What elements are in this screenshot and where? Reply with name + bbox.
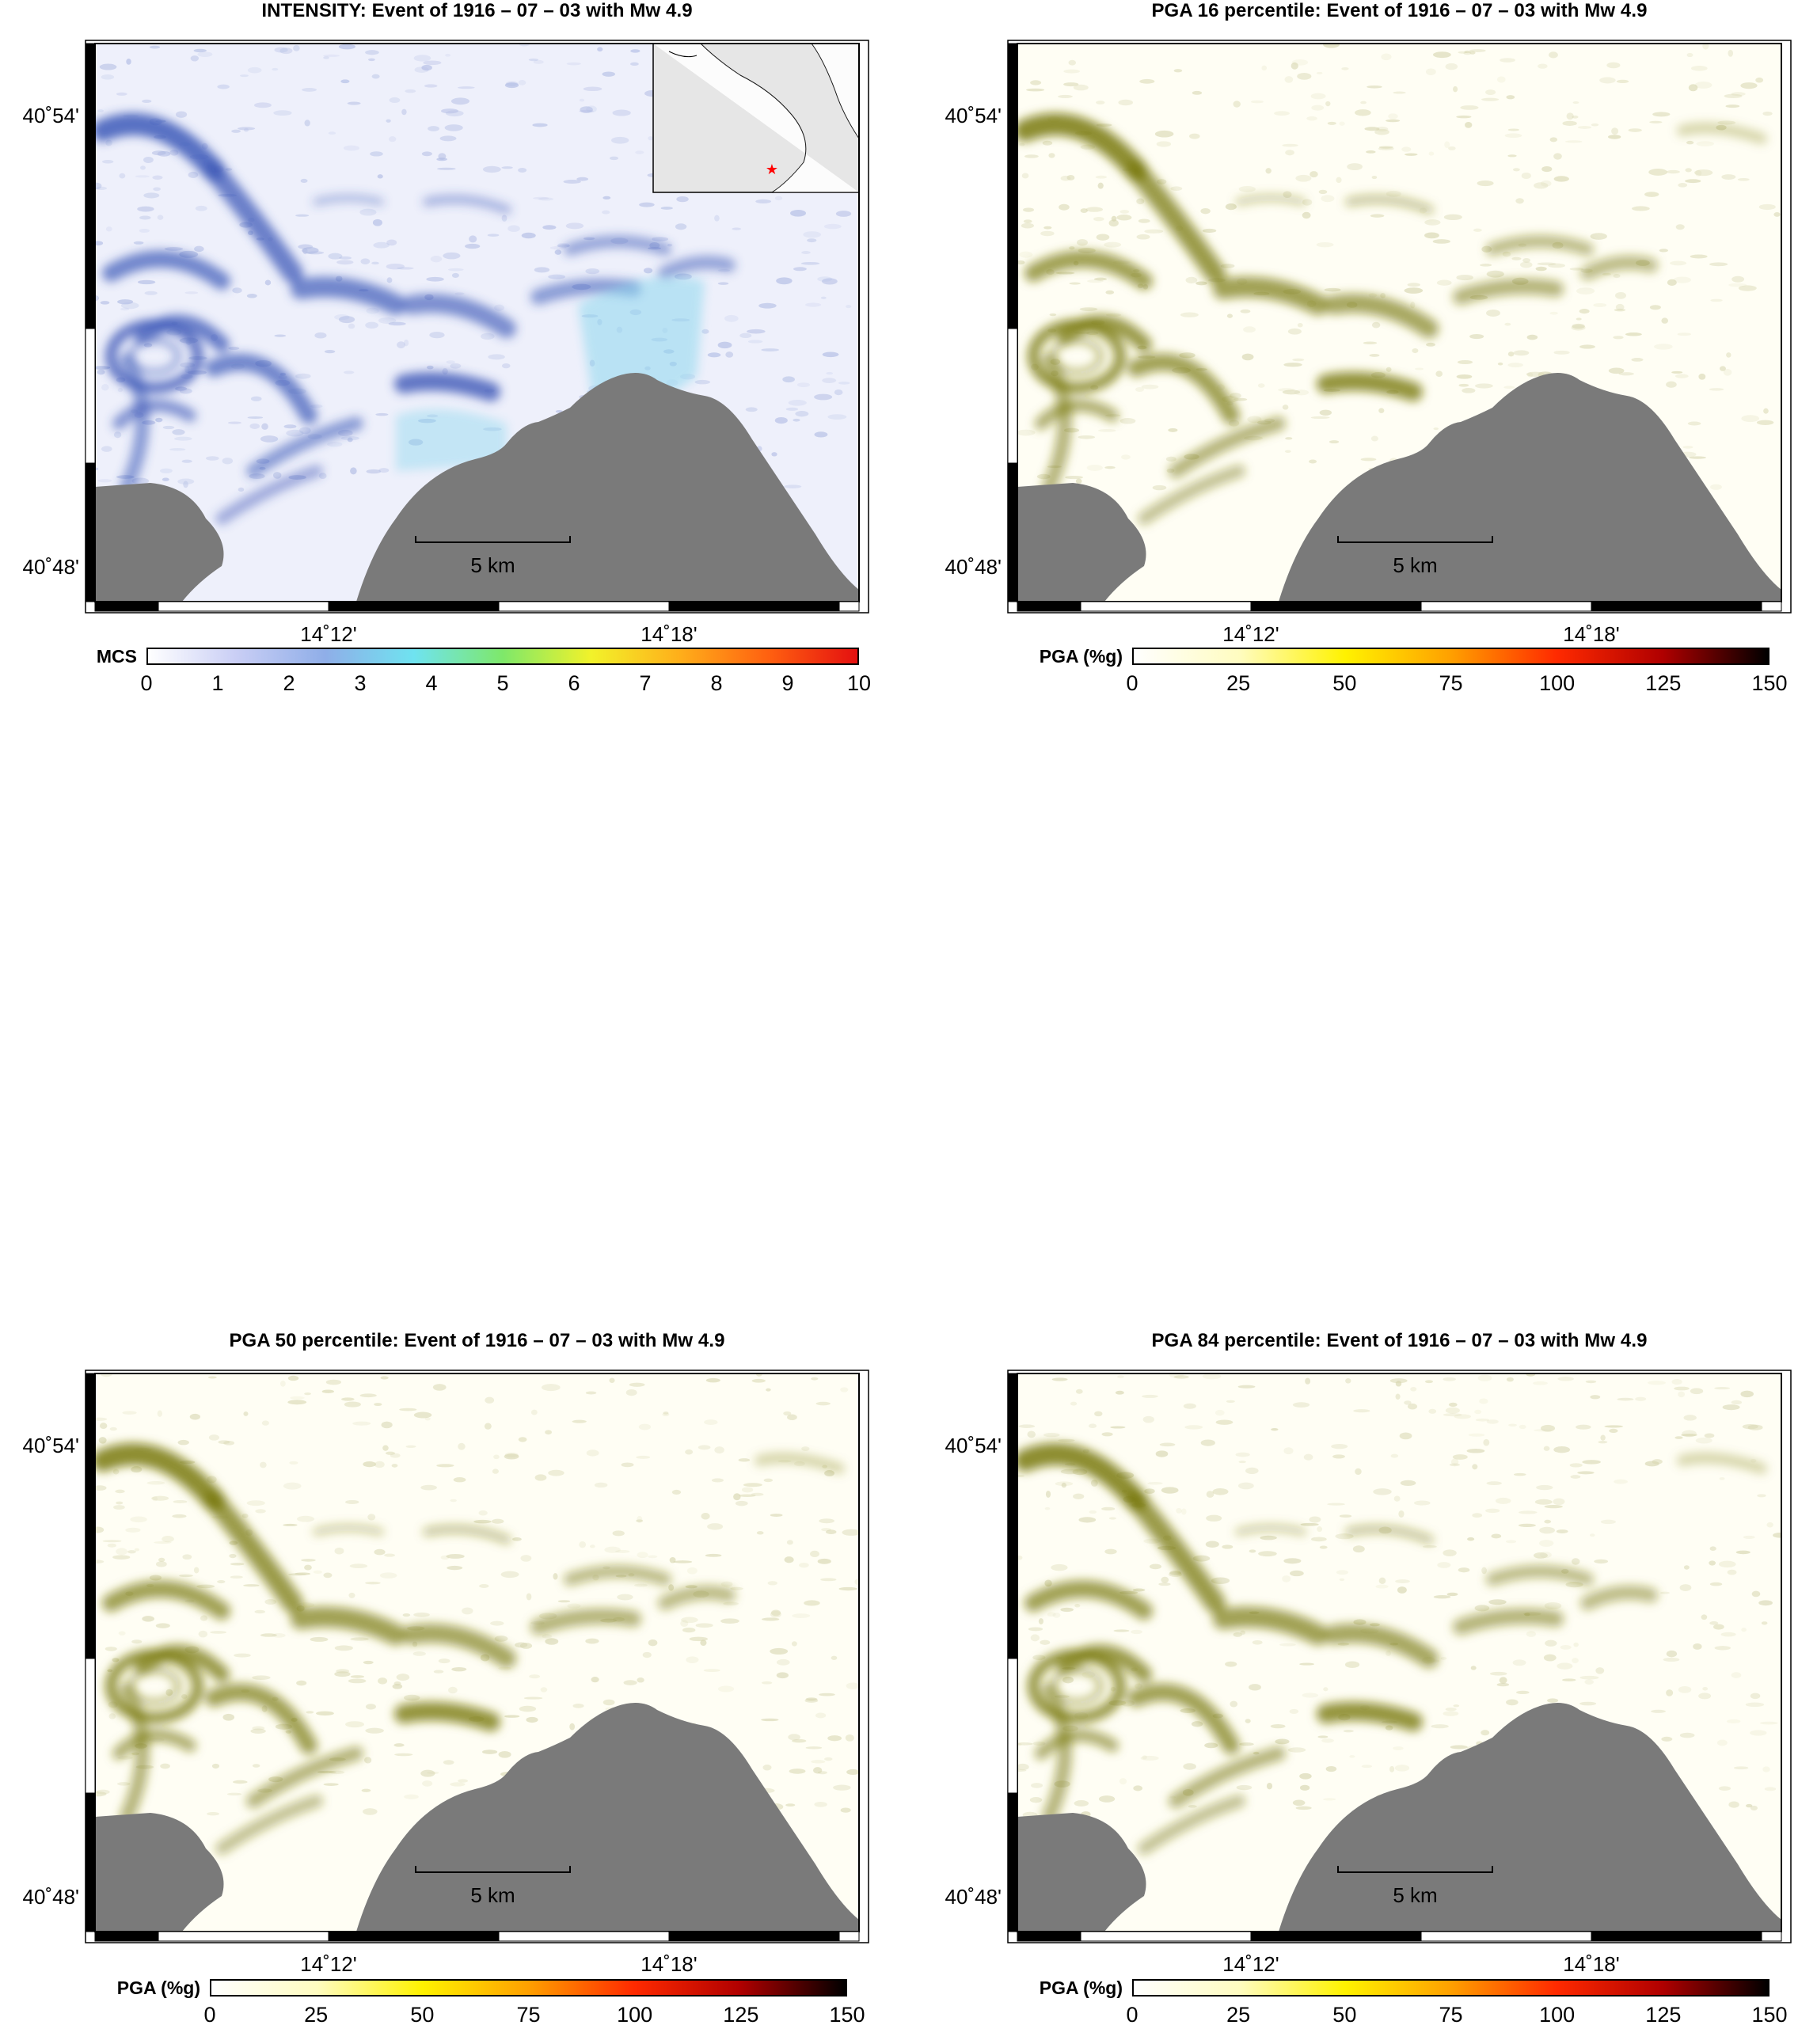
colorbar-tick-label: 1: [211, 671, 224, 695]
scale-bar-label: 5 km: [470, 553, 515, 577]
scale-bar: [1337, 536, 1493, 543]
colorbar-tick-label: 150: [1751, 2003, 1788, 2027]
colorbar-tick-label: 25: [1226, 2003, 1251, 2027]
colorbar-tick-label: 4: [425, 671, 438, 695]
map-canvas: 5 km 40˚54' 40˚48' 14˚12' 14˚18': [23, 1370, 869, 1976]
colorbar-label: MCS: [96, 646, 137, 667]
colorbar: [146, 648, 859, 665]
sea-area: [1017, 1703, 1781, 1932]
lon-tick-label: 14˚18': [641, 622, 697, 646]
epicenter-star-icon: ★: [766, 161, 778, 177]
panel-title: INTENSITY: Event of 1916 – 07 – 03 with …: [261, 0, 693, 21]
colorbar-tick-label: 100: [617, 2003, 653, 2027]
colorbar-tick-label: 50: [1332, 671, 1357, 695]
sea-area: [95, 1703, 859, 1932]
colorbar-tick-label: 50: [410, 2003, 435, 2027]
colorbar-tick-label: 100: [1539, 671, 1576, 695]
panel-title: PGA 84 percentile: Event of 1916 – 07 – …: [1151, 1330, 1648, 1351]
colorbar-tick-label: 75: [1439, 2003, 1463, 2027]
lat-tick-label: 40˚54': [23, 1434, 79, 1457]
terrain-relief: [95, 1442, 845, 1855]
intensity-zone-mid: [396, 409, 507, 471]
colorbar-tick-label: 75: [516, 2003, 541, 2027]
lon-tick-label: 14˚18': [1563, 622, 1619, 646]
colorbar: [1132, 1979, 1769, 1997]
colorbar-tick-label: 3: [354, 671, 367, 695]
sea-area: [95, 373, 859, 602]
lon-tick-label: 14˚18': [1563, 1952, 1619, 1976]
colorbar-tick-label: 75: [1439, 671, 1463, 695]
scale-bar: [415, 536, 571, 543]
colorbar: [1132, 648, 1769, 665]
panel-title: PGA 50 percentile: Event of 1916 – 07 – …: [229, 1330, 725, 1351]
lon-tick-label: 14˚12': [1222, 1952, 1279, 1976]
colorbar-tick-label: 7: [639, 671, 652, 695]
colorbar-tick-label: 125: [1645, 2003, 1682, 2027]
colorbar-tick-label: 25: [1226, 671, 1251, 695]
lat-tick-label: 40˚54': [945, 1434, 1002, 1457]
sea-area: [1017, 373, 1781, 602]
lon-tick-label: 14˚12': [300, 622, 356, 646]
colorbar-tick-label: 8: [710, 671, 723, 695]
colorbar-tick-label: 150: [1751, 671, 1788, 695]
colorbar-label: PGA (%g): [116, 1978, 200, 1998]
terrain-relief: [1017, 1442, 1767, 1855]
map-panel-pga16: PGA 16 percentile: Event of 1916 – 07 – …: [922, 0, 1793, 728]
lat-tick-label: 40˚48': [945, 1885, 1002, 1909]
lat-tick-label: 40˚54': [945, 104, 1002, 127]
colorbar-tick-label: 0: [1126, 2003, 1138, 2027]
map-canvas: 5 km 40˚54' 40˚48' 14˚12' 14˚18': [945, 1370, 1792, 1976]
colorbar-tick-label: 5: [496, 671, 509, 695]
terrain-texture: [95, 1373, 859, 1821]
lon-tick-label: 14˚12': [300, 1952, 356, 1976]
map-panel-pga50: PGA 50 percentile: Event of 1916 – 07 – …: [0, 1330, 871, 2042]
colorbar-tick-label: 2: [283, 671, 295, 695]
colorbar-label: PGA (%g): [1039, 1978, 1123, 1998]
colorbar-tick-label: 50: [1332, 2003, 1357, 2027]
lon-tick-label: 14˚12': [1222, 622, 1279, 646]
map-canvas: 5 km 40˚54' 40˚48' 14˚12' 14˚18': [945, 40, 1792, 646]
scale-bar: [1337, 1866, 1493, 1873]
colorbar-tick-label: 150: [829, 2003, 865, 2027]
colorbar-tick-label: 125: [723, 2003, 759, 2027]
colorbar-tick-label: 6: [568, 671, 580, 695]
terrain-relief: [1017, 112, 1767, 525]
scale-bar: [415, 1866, 571, 1873]
lat-tick-label: 40˚48': [945, 555, 1002, 579]
map-canvas: 5 km ★ 40˚54' 40˚48' 14˚12' 14˚18': [23, 40, 869, 646]
lon-tick-label: 14˚18': [641, 1952, 697, 1976]
colorbar: [210, 1979, 847, 1997]
colorbar-tick-label: 0: [1126, 671, 1138, 695]
map-panel-intensity: INTENSITY: Event of 1916 – 07 – 03 with …: [0, 0, 871, 728]
scale-bar-label: 5 km: [1393, 553, 1437, 577]
lat-tick-label: 40˚48': [23, 555, 79, 579]
map-panel-pga84: PGA 84 percentile: Event of 1916 – 07 – …: [922, 1330, 1793, 2042]
inset-sea: [653, 43, 860, 193]
colorbar-label: PGA (%g): [1039, 646, 1123, 667]
panel-title: PGA 16 percentile: Event of 1916 – 07 – …: [1151, 0, 1648, 21]
colorbar-tick-label: 0: [140, 671, 153, 695]
colorbar-tick-label: 100: [1539, 2003, 1576, 2027]
scale-bar-label: 5 km: [470, 1883, 515, 1907]
scale-bar-label: 5 km: [1393, 1883, 1437, 1907]
lat-tick-label: 40˚48': [23, 1885, 79, 1909]
colorbar-tick-label: 0: [203, 2003, 216, 2027]
terrain-texture: [1017, 1373, 1781, 1821]
colorbar-tick-label: 9: [781, 671, 794, 695]
colorbar-tick-label: 10: [846, 671, 872, 695]
colorbar-tick-label: 25: [304, 2003, 329, 2027]
intensity-zone-high: [578, 276, 705, 409]
lat-tick-label: 40˚54': [23, 104, 79, 127]
colorbar-tick-label: 125: [1645, 671, 1682, 695]
